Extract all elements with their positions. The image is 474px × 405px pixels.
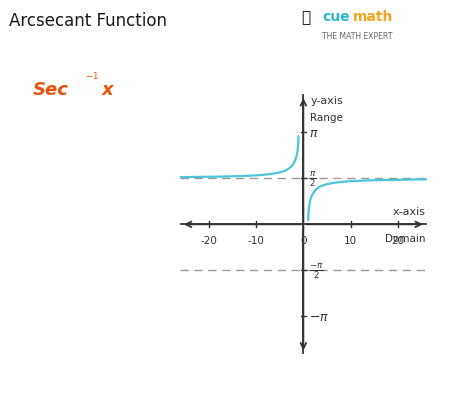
Text: x: x (102, 81, 114, 99)
Text: 0: 0 (300, 236, 307, 246)
Text: Sec: Sec (33, 81, 69, 99)
Text: -20: -20 (200, 236, 217, 246)
Text: 10: 10 (344, 236, 357, 246)
Text: Range: Range (310, 113, 343, 123)
Text: $\frac{\pi}{2}$: $\frac{\pi}{2}$ (309, 169, 317, 188)
Text: x-axis: x-axis (392, 206, 425, 216)
Text: $^{-1}$: $^{-1}$ (85, 72, 100, 85)
Text: $-\pi$: $-\pi$ (309, 310, 329, 323)
Text: Domain: Domain (385, 234, 425, 243)
Text: Arcsecant Function: Arcsecant Function (9, 12, 167, 30)
Text: 20: 20 (392, 236, 405, 246)
Text: cue: cue (322, 10, 350, 24)
Text: $\frac{-\pi}{2}$: $\frac{-\pi}{2}$ (309, 261, 324, 280)
Text: $\pi$: $\pi$ (309, 126, 319, 139)
Text: THE MATH EXPERT: THE MATH EXPERT (322, 32, 392, 41)
Text: -10: -10 (247, 236, 264, 246)
Text: y-axis: y-axis (310, 96, 343, 106)
Text: math: math (353, 10, 393, 24)
Text: 🚀: 🚀 (301, 10, 310, 25)
